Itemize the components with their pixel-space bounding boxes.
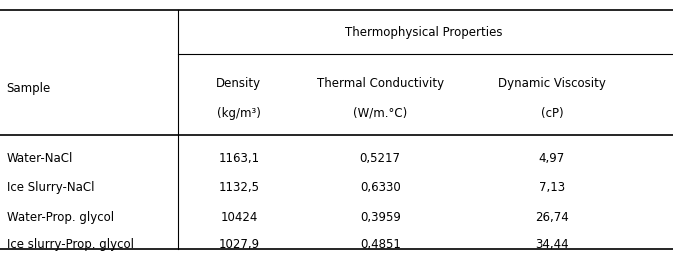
Text: Thermophysical Properties: Thermophysical Properties — [345, 26, 503, 39]
Text: 1027,9: 1027,9 — [218, 238, 260, 251]
Text: 0,4851: 0,4851 — [360, 238, 400, 251]
Text: 34,44: 34,44 — [535, 238, 569, 251]
Text: 26,74: 26,74 — [535, 211, 569, 224]
Text: (cP): (cP) — [540, 107, 563, 120]
Text: 0,3959: 0,3959 — [360, 211, 400, 224]
Text: Thermal Conductivity: Thermal Conductivity — [317, 77, 444, 90]
Text: 4,97: 4,97 — [538, 152, 565, 164]
Text: 0,5217: 0,5217 — [360, 152, 400, 164]
Text: Water-Prop. glycol: Water-Prop. glycol — [7, 211, 114, 224]
Text: Ice slurry-Prop. glycol: Ice slurry-Prop. glycol — [7, 238, 134, 251]
Text: (kg/m³): (kg/m³) — [217, 107, 261, 120]
Text: 0,6330: 0,6330 — [360, 181, 400, 194]
Text: Sample: Sample — [7, 82, 51, 95]
Text: 1132,5: 1132,5 — [219, 181, 259, 194]
Text: 7,13: 7,13 — [539, 181, 565, 194]
Text: Density: Density — [216, 77, 262, 90]
Text: 1163,1: 1163,1 — [218, 152, 260, 164]
Text: Ice Slurry-NaCl: Ice Slurry-NaCl — [7, 181, 94, 194]
Text: 10424: 10424 — [220, 211, 258, 224]
Text: Dynamic Viscosity: Dynamic Viscosity — [498, 77, 606, 90]
Text: Water-NaCl: Water-NaCl — [7, 152, 73, 164]
Text: (W/m.°C): (W/m.°C) — [353, 107, 407, 120]
